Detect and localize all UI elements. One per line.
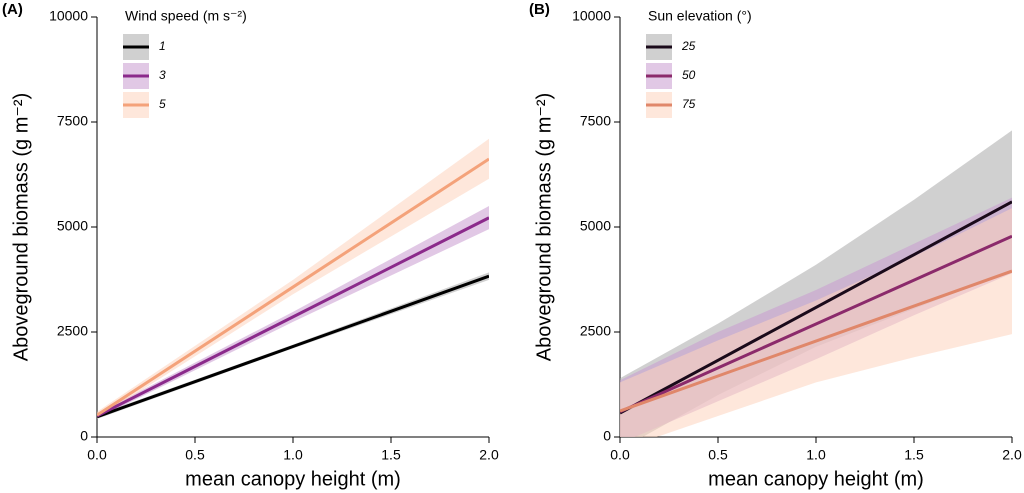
legend-label: 75 <box>682 97 696 111</box>
plot-area <box>620 130 1012 437</box>
x-axis-title: mean canopy height (m) <box>708 468 924 490</box>
legend-label: 25 <box>681 39 696 53</box>
legend-label: 1 <box>159 39 166 53</box>
panel-label: (B) <box>529 1 550 18</box>
x-tick-label: 1.0 <box>806 447 826 463</box>
y-tick-label: 7500 <box>580 113 611 129</box>
x-tick-label: 1.0 <box>283 447 303 463</box>
panel-label: (A) <box>2 1 23 18</box>
y-tick-label: 10000 <box>572 8 611 24</box>
legend-title: Sun elevation (°) <box>648 8 752 24</box>
legend-label: 3 <box>159 68 166 82</box>
y-tick-label: 0 <box>80 428 88 444</box>
y-tick-label: 2500 <box>57 323 88 339</box>
x-tick-label: 0.0 <box>610 447 630 463</box>
y-tick-label: 5000 <box>580 218 611 234</box>
panel: (B) 0 2500 5000 7500 10000 0.0 0.5 1.0 1.5 2.0 mean… <box>529 1 1022 490</box>
x-tick-label: 0.5 <box>708 447 728 463</box>
legend-title: Wind speed (m s⁻²) <box>125 8 247 24</box>
y-tick-label: 7500 <box>57 113 88 129</box>
y-axis-title: Aboveground biomass (g m⁻²) <box>10 93 32 361</box>
y-tick-label: 0 <box>603 428 611 444</box>
x-tick-label: 2.0 <box>479 447 499 463</box>
x-tick-label: 0.5 <box>185 447 205 463</box>
legend: Wind speed (m s⁻²) 1 3 5 <box>123 8 247 118</box>
y-tick-label: 5000 <box>57 218 88 234</box>
line <box>97 216 489 418</box>
line <box>620 234 1012 414</box>
x-tick-label: 2.0 <box>1002 447 1022 463</box>
line <box>620 200 1012 415</box>
y-tick-label: 10000 <box>49 8 88 24</box>
line <box>97 157 489 417</box>
x-axis-title: mean canopy height (m) <box>185 468 401 490</box>
y-axis-title: Aboveground biomass (g m⁻²) <box>533 93 555 361</box>
plot-area <box>97 138 489 419</box>
line <box>97 274 489 419</box>
x-tick-label: 1.5 <box>381 447 401 463</box>
legend-label: 5 <box>159 97 166 111</box>
x-tick-label: 0.0 <box>87 447 107 463</box>
legend-label: 50 <box>682 68 696 82</box>
line <box>620 269 1012 413</box>
confidence-band <box>620 208 1012 437</box>
y-tick-label: 2500 <box>580 323 611 339</box>
legend: Sun elevation (°) 25 50 75 <box>646 8 752 118</box>
panel: (A) 0 2500 5000 7500 10000 0.0 0.5 1.0 1.5 2.0 mean… <box>2 1 499 490</box>
confidence-band <box>97 138 489 419</box>
x-tick-label: 1.5 <box>904 447 924 463</box>
